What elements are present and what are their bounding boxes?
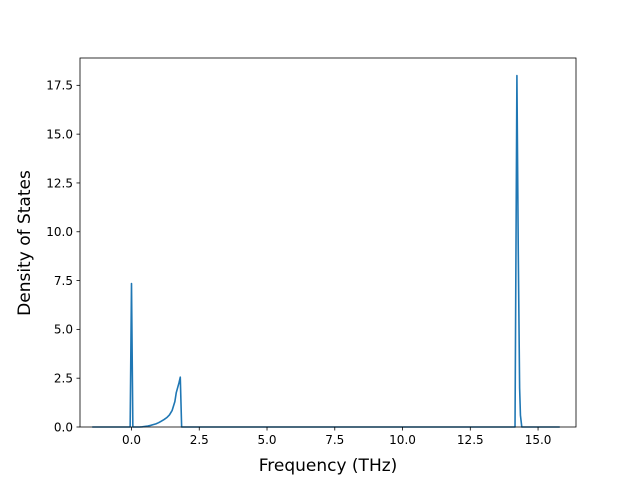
y-tick-label: 2.5 <box>54 371 73 385</box>
y-axis-ticks: 0.0 2.5 5.0 7.5 10.0 12.5 15.0 17.5 <box>46 79 80 434</box>
y-tick-label: 7.5 <box>54 274 73 288</box>
y-axis-label: Density of States <box>15 170 35 316</box>
x-tick-label: 7.5 <box>325 433 344 447</box>
x-tick-label: 15.0 <box>525 433 552 447</box>
x-tick-label: 5.0 <box>257 433 276 447</box>
x-tick-label: 10.0 <box>389 433 416 447</box>
y-tick-label: 12.5 <box>46 176 73 190</box>
x-tick-label: 2.5 <box>190 433 209 447</box>
x-axis-label: Frequency (THz) <box>259 456 398 476</box>
y-tick-label: 10.0 <box>46 225 73 239</box>
x-tick-label: 12.5 <box>457 433 484 447</box>
plot-area <box>79 57 577 428</box>
y-tick-label: 5.0 <box>54 323 73 337</box>
y-tick-label: 0.0 <box>54 420 73 434</box>
x-axis-ticks: 0.0 2.5 5.0 7.5 10.0 12.5 15.0 <box>122 427 551 447</box>
axes-frame <box>79 57 577 428</box>
y-tick-label: 15.0 <box>46 127 73 141</box>
y-tick-label: 17.5 <box>46 79 73 93</box>
x-tick-label: 0.0 <box>122 433 141 447</box>
